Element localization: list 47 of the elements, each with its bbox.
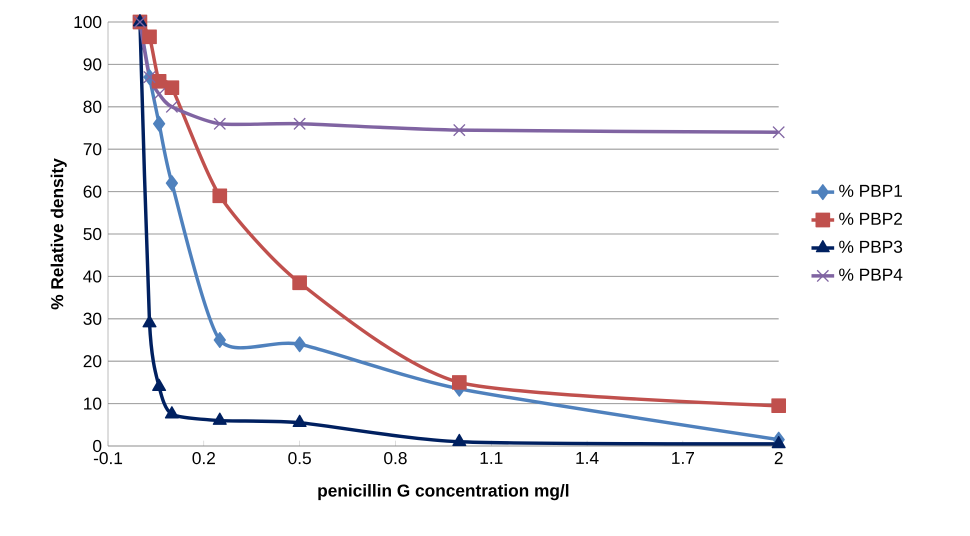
x-tick-label: 1.7 (672, 452, 694, 464)
y-tick-label: 50 (83, 228, 102, 240)
x-tick-label: 1.4 (576, 452, 599, 464)
y-tick-label: 10 (84, 397, 102, 410)
point (152, 378, 166, 391)
point (293, 117, 306, 130)
x-tick-label: 2 (774, 452, 783, 464)
point (214, 332, 226, 348)
y-tick-label: 70 (84, 143, 102, 156)
point (772, 126, 786, 139)
point (166, 175, 178, 192)
point (452, 375, 467, 390)
x-tick-label: 1.1 (480, 452, 502, 464)
x-tick-label: 0.2 (192, 452, 215, 464)
y-axis-title: % Relative density (50, 158, 67, 310)
point (771, 398, 786, 414)
point (164, 80, 180, 96)
point (292, 414, 307, 428)
point (212, 188, 228, 204)
y-tick-label: 40 (83, 270, 102, 283)
y-tick-label: 60 (84, 185, 102, 198)
point (166, 100, 178, 114)
point (142, 30, 157, 44)
y-tick-label: 20 (84, 355, 102, 368)
x-tick-label: 0.8 (384, 452, 407, 464)
point (164, 406, 179, 419)
x-tick-label: 0.5 (288, 452, 311, 464)
y-tick-label: 100 (74, 16, 102, 28)
point (142, 315, 157, 328)
y-tick-label: 80 (84, 100, 102, 113)
point (772, 436, 786, 448)
point (213, 117, 226, 130)
y-tick-label: 30 (83, 312, 102, 325)
point (152, 116, 166, 132)
x-tick-label: -0.1 (94, 452, 122, 464)
legend-label: % PBP4 (839, 268, 902, 281)
point (452, 434, 466, 446)
legend-label: % PBP2 (839, 212, 902, 225)
point (452, 124, 466, 136)
point (212, 412, 227, 425)
point (292, 275, 307, 290)
point (293, 336, 306, 352)
y-tick-label: 0 (93, 440, 102, 452)
y-tick-label: 90 (84, 58, 102, 71)
legend-label: % PBP1 (839, 184, 902, 197)
x-axis-title: penicillin G concentration mg/l (318, 484, 568, 500)
legend-label: % PBP3 (839, 240, 902, 253)
